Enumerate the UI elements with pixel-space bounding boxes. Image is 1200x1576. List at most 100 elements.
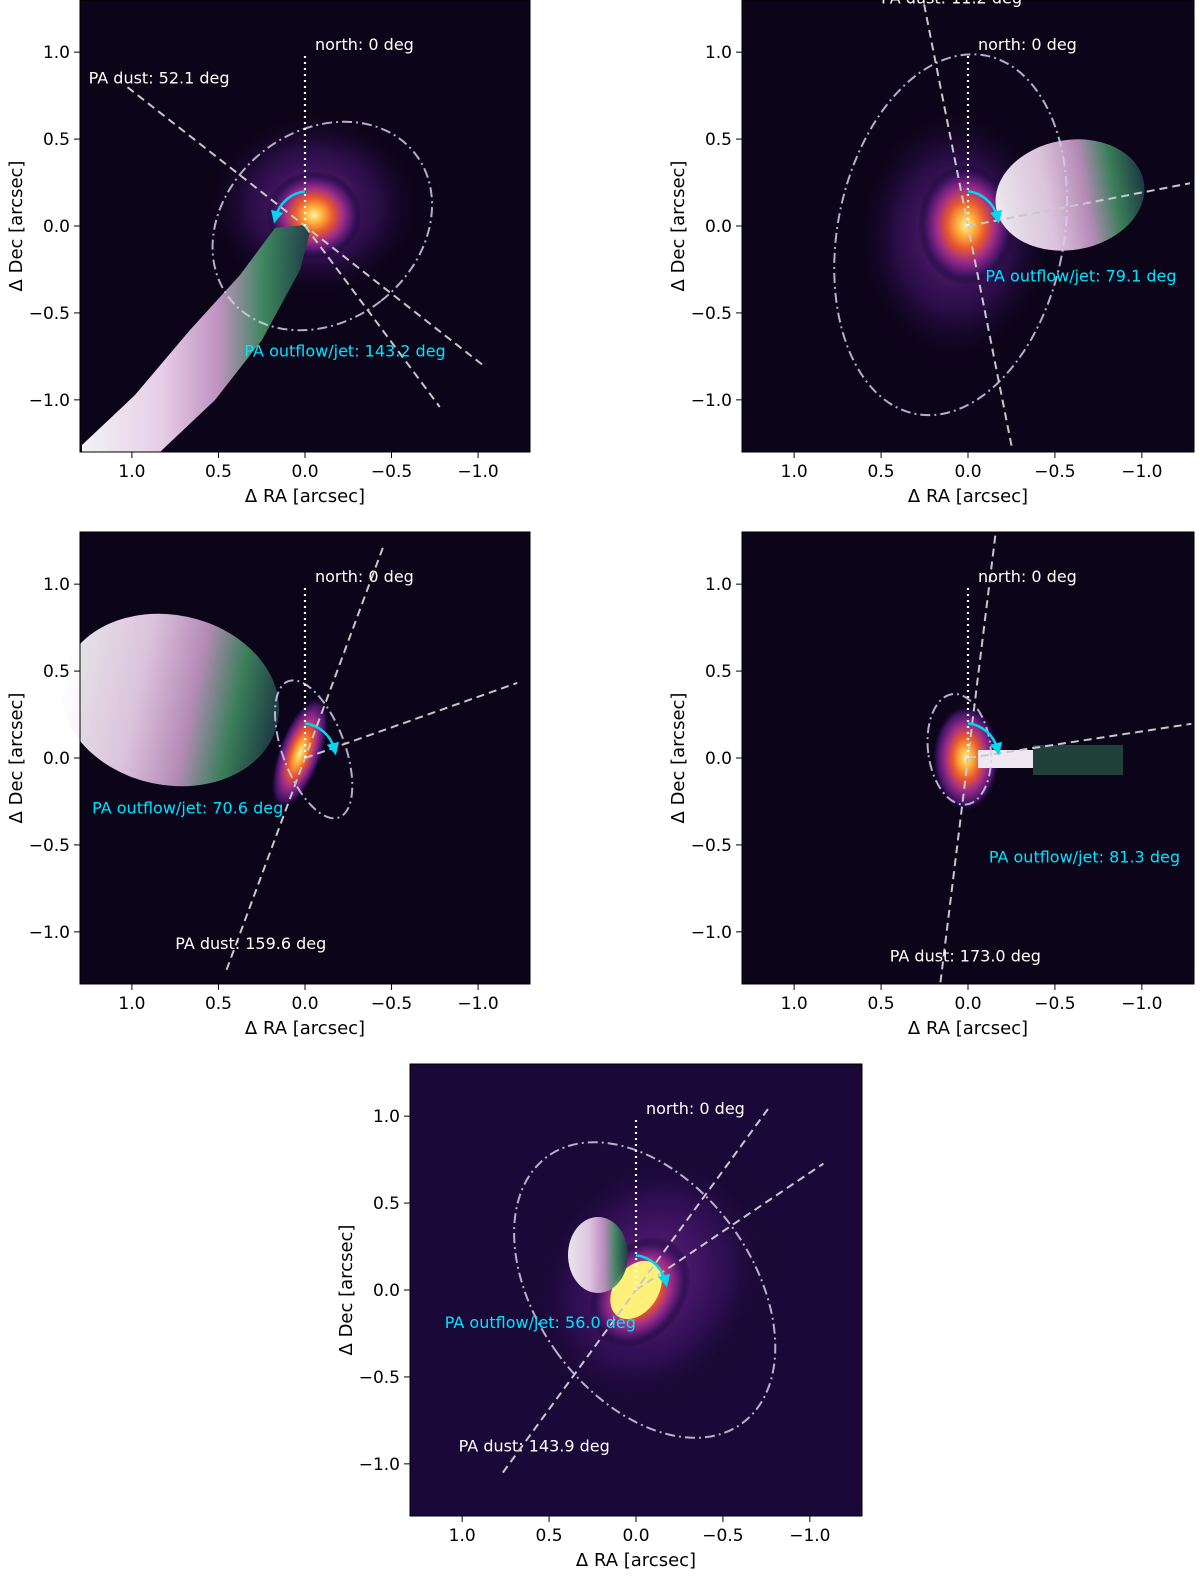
jet-emission [60, 613, 280, 787]
pa-dust-label: PA dust: 52.1 deg [89, 68, 230, 87]
pa-jet-label: PA outflow/jet: 81.3 deg [989, 847, 1180, 866]
north-label: north: 0 deg [978, 567, 1077, 586]
y-tick-label: 1.0 [43, 575, 70, 595]
pa-dust-label: PA dust: 159.6 deg [175, 934, 326, 953]
panel-bottom: 1.0 0.5 0.0 −0.5 −1.0 1.0 0.5 0.0 −0.5 −1.0 Δ RA [… [336, 1063, 863, 1571]
x-tick-label: −1.0 [457, 994, 498, 1014]
panel-middle-right: 1.0 0.5 0.0 −0.5 −1.0 1.0 0.5 0.0 −0.5 −1.0 Δ RA [… [668, 531, 1195, 1039]
dust-core [932, 704, 1000, 812]
x-tick-label: 1.0 [449, 1526, 476, 1546]
y-tick-label: −1.0 [359, 1455, 400, 1475]
y-tick-label: −0.5 [691, 836, 732, 856]
dust-core [270, 696, 330, 810]
y-tick-label: −0.5 [691, 304, 732, 324]
y-tick-label: 1.0 [705, 575, 732, 595]
pa-jet-line [967, 722, 1192, 759]
x-tick-label: −0.5 [1034, 994, 1075, 1014]
x-axis-label: Δ RA [arcsec] [908, 1018, 1028, 1039]
x-tick-label: −1.0 [1121, 994, 1162, 1014]
jet-emission [995, 139, 1145, 251]
x-tick-label: 0.0 [622, 1526, 649, 1546]
dust-ellipse-outline [926, 692, 993, 806]
pa-jet-label: PA outflow/jet: 56.0 deg [445, 1313, 636, 1332]
pa-jet-label: PA outflow/jet: 143.2 deg [244, 341, 445, 360]
jet-emission [568, 1217, 628, 1293]
panel-top-right: 1.0 0.5 0.0 −0.5 −1.0 1.0 0.5 0.0 −0.5 −1.0 Δ RA [… [668, 0, 1195, 507]
y-tick-label: 0.5 [43, 662, 70, 682]
y-tick-label: 0.5 [705, 130, 732, 150]
rotation-arrow [967, 721, 1003, 756]
north-label: north: 0 deg [315, 35, 414, 54]
x-axis-label: Δ RA [arcsec] [908, 486, 1028, 507]
x-axis-label: Δ RA [arcsec] [245, 1018, 365, 1039]
x-tick-label: −0.5 [371, 994, 412, 1014]
dust-ellipse-outline [833, 53, 1068, 417]
y-tick-label: −0.5 [29, 304, 70, 324]
x-tick-label: 0.5 [536, 1526, 563, 1546]
x-tick-label: 0.5 [205, 994, 232, 1014]
x-tick-label: −0.5 [1034, 462, 1075, 482]
pa-jet-label: PA outflow/jet: 79.1 deg [985, 267, 1176, 286]
pa-dust-label: PA dust: 11.2 deg [881, 0, 1022, 7]
panel-middle-left: 1.0 0.5 0.0 −0.5 −1.0 1.0 0.5 0.0 −0.5 −1.0 Δ RA [… [6, 531, 531, 1039]
y-tick-label: 0.5 [43, 130, 70, 150]
y-tick-label: −1.0 [691, 391, 732, 411]
y-axis-label: Δ Dec [arcsec] [668, 693, 689, 824]
x-tick-label: 0.5 [868, 994, 895, 1014]
pa-jet-label: PA outflow/jet: 70.6 deg [92, 799, 283, 818]
y-tick-label: 1.0 [705, 43, 732, 63]
x-axis-label: Δ RA [arcsec] [245, 486, 365, 507]
x-tick-label: 0.0 [954, 994, 981, 1014]
x-axis-label: Δ RA [arcsec] [576, 1550, 696, 1571]
panel-top-left: 1.0 0.5 0.0 −0.5 −1.0 1.0 0.5 0.0 −0.5 −1.0 Δ RA [… [6, 0, 531, 507]
y-tick-label: 0.0 [705, 749, 732, 769]
x-tick-label: −0.5 [702, 1526, 743, 1546]
y-tick-label: 0.0 [705, 217, 732, 237]
jet-emission [978, 750, 1033, 768]
x-tick-label: 0.5 [868, 462, 895, 482]
x-tick-label: 0.0 [291, 462, 318, 482]
y-tick-label: 1.0 [43, 43, 70, 63]
pa-jet-line [304, 225, 441, 408]
north-label: north: 0 deg [315, 567, 414, 586]
dust-ellipse-outline [211, 120, 434, 332]
pa-jet-line [304, 681, 518, 759]
x-tick-label: 1.0 [118, 994, 145, 1014]
pa-jet-line [967, 182, 1191, 227]
x-tick-label: −1.0 [1121, 462, 1162, 482]
rotation-arrow [967, 189, 1003, 224]
y-axis-label: Δ Dec [arcsec] [6, 161, 27, 292]
x-tick-label: −1.0 [457, 462, 498, 482]
rotation-arrow [304, 722, 339, 756]
pa-dust-label: PA dust: 143.9 deg [459, 1437, 610, 1456]
x-tick-label: 0.0 [291, 994, 318, 1014]
y-tick-label: −1.0 [29, 391, 70, 411]
y-tick-label: 0.5 [705, 662, 732, 682]
x-tick-label: −1.0 [789, 1526, 830, 1546]
y-tick-label: −0.5 [29, 836, 70, 856]
dust-ellipse-outline [513, 1141, 777, 1439]
y-axis-label: Δ Dec [arcsec] [336, 1225, 357, 1356]
north-label: north: 0 deg [646, 1099, 745, 1118]
x-tick-label: 0.0 [954, 462, 981, 482]
y-tick-label: 0.0 [373, 1281, 400, 1301]
y-axis-label: Δ Dec [arcsec] [668, 161, 689, 292]
x-tick-label: 1.0 [781, 994, 808, 1014]
y-axis-label: Δ Dec [arcsec] [6, 693, 27, 824]
x-tick-label: 1.0 [781, 462, 808, 482]
pa-jet-line [635, 1162, 824, 1291]
dust-ellipse-outline [273, 679, 354, 820]
y-tick-label: −0.5 [359, 1368, 400, 1388]
x-tick-label: −0.5 [371, 462, 412, 482]
y-tick-label: −1.0 [29, 923, 70, 943]
jet-emission-tail [1033, 745, 1123, 775]
y-tick-label: 0.0 [43, 217, 70, 237]
y-tick-label: −1.0 [691, 923, 732, 943]
dust-core [918, 165, 1014, 285]
y-tick-label: 1.0 [373, 1107, 400, 1127]
jet-emission [82, 225, 310, 452]
rotation-arrow [635, 1253, 671, 1288]
north-label: north: 0 deg [978, 35, 1077, 54]
rotation-arrow [271, 190, 306, 224]
